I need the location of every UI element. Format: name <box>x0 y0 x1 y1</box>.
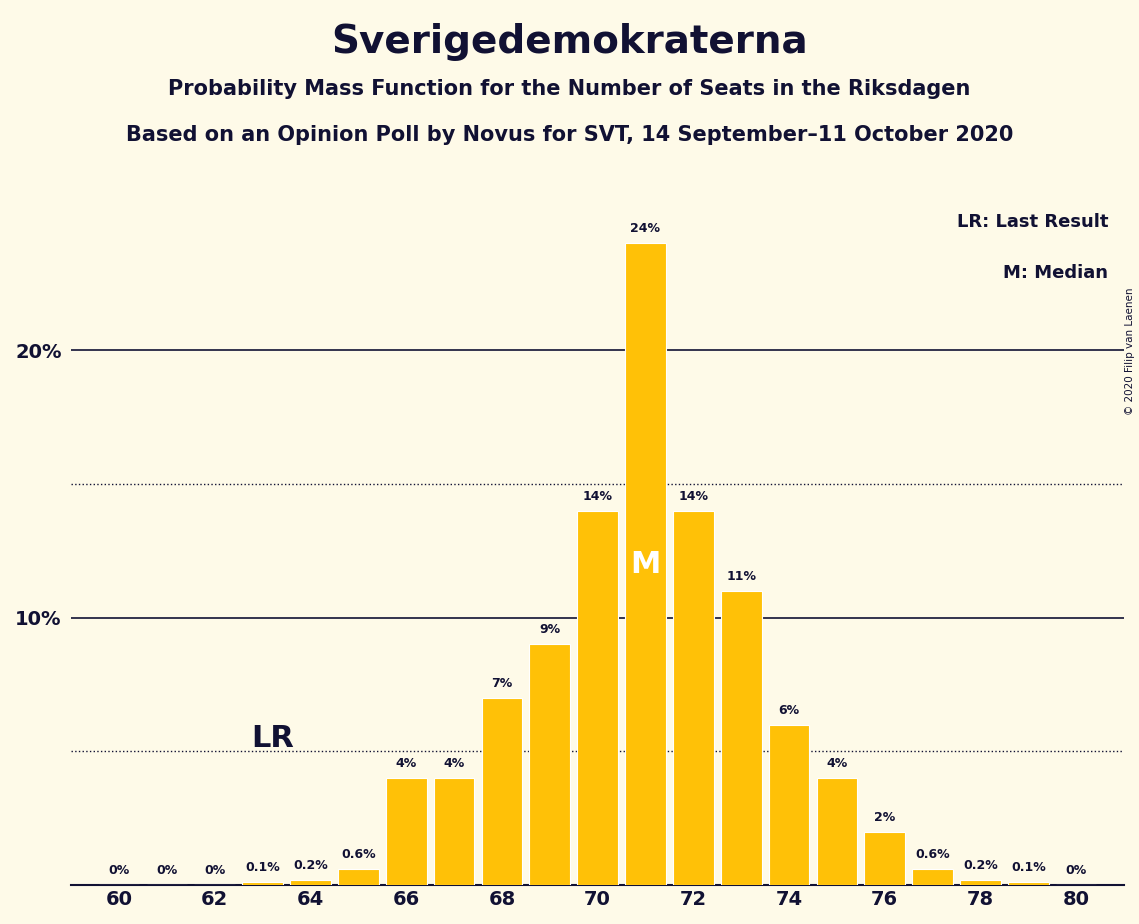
Text: 4%: 4% <box>443 757 465 770</box>
Bar <box>673 511 714 885</box>
Text: Sverigedemokraterna: Sverigedemokraterna <box>331 23 808 61</box>
Text: 4%: 4% <box>826 757 847 770</box>
Bar <box>1008 882 1049 885</box>
Text: 0.2%: 0.2% <box>293 858 328 871</box>
Text: © 2020 Filip van Laenen: © 2020 Filip van Laenen <box>1125 287 1134 415</box>
Text: 0.1%: 0.1% <box>245 861 280 874</box>
Text: 11%: 11% <box>727 570 756 583</box>
Text: Based on an Opinion Poll by Novus for SVT, 14 September–11 October 2020: Based on an Opinion Poll by Novus for SV… <box>125 125 1014 145</box>
Text: 14%: 14% <box>679 490 708 503</box>
Text: 7%: 7% <box>491 677 513 690</box>
Text: 0.1%: 0.1% <box>1011 861 1046 874</box>
Bar <box>960 880 1001 885</box>
Bar <box>386 778 426 885</box>
Bar <box>577 511 618 885</box>
Bar <box>338 869 378 885</box>
Text: M: M <box>630 550 661 578</box>
Text: LR: Last Result: LR: Last Result <box>957 213 1108 231</box>
Text: 9%: 9% <box>539 624 560 637</box>
Text: 0%: 0% <box>156 864 178 877</box>
Text: 0%: 0% <box>204 864 226 877</box>
Bar <box>721 590 762 885</box>
Text: 14%: 14% <box>583 490 613 503</box>
Bar <box>434 778 474 885</box>
Text: 4%: 4% <box>395 757 417 770</box>
Text: 0.2%: 0.2% <box>964 858 998 871</box>
Text: 0%: 0% <box>1065 864 1087 877</box>
Bar <box>769 724 810 885</box>
Text: LR: LR <box>251 723 294 752</box>
Text: 0.6%: 0.6% <box>916 848 950 861</box>
Bar <box>290 880 330 885</box>
Bar <box>482 698 523 885</box>
Bar <box>243 882 282 885</box>
Text: 6%: 6% <box>778 703 800 717</box>
Text: 24%: 24% <box>631 222 661 235</box>
Bar <box>817 778 858 885</box>
Text: 0.6%: 0.6% <box>341 848 376 861</box>
Bar <box>530 644 571 885</box>
Bar <box>865 832 906 885</box>
Text: 0%: 0% <box>108 864 130 877</box>
Bar <box>912 869 953 885</box>
Bar <box>625 243 666 885</box>
Text: Probability Mass Function for the Number of Seats in the Riksdagen: Probability Mass Function for the Number… <box>169 79 970 99</box>
Text: M: Median: M: Median <box>1003 264 1108 282</box>
Text: 2%: 2% <box>874 810 895 823</box>
